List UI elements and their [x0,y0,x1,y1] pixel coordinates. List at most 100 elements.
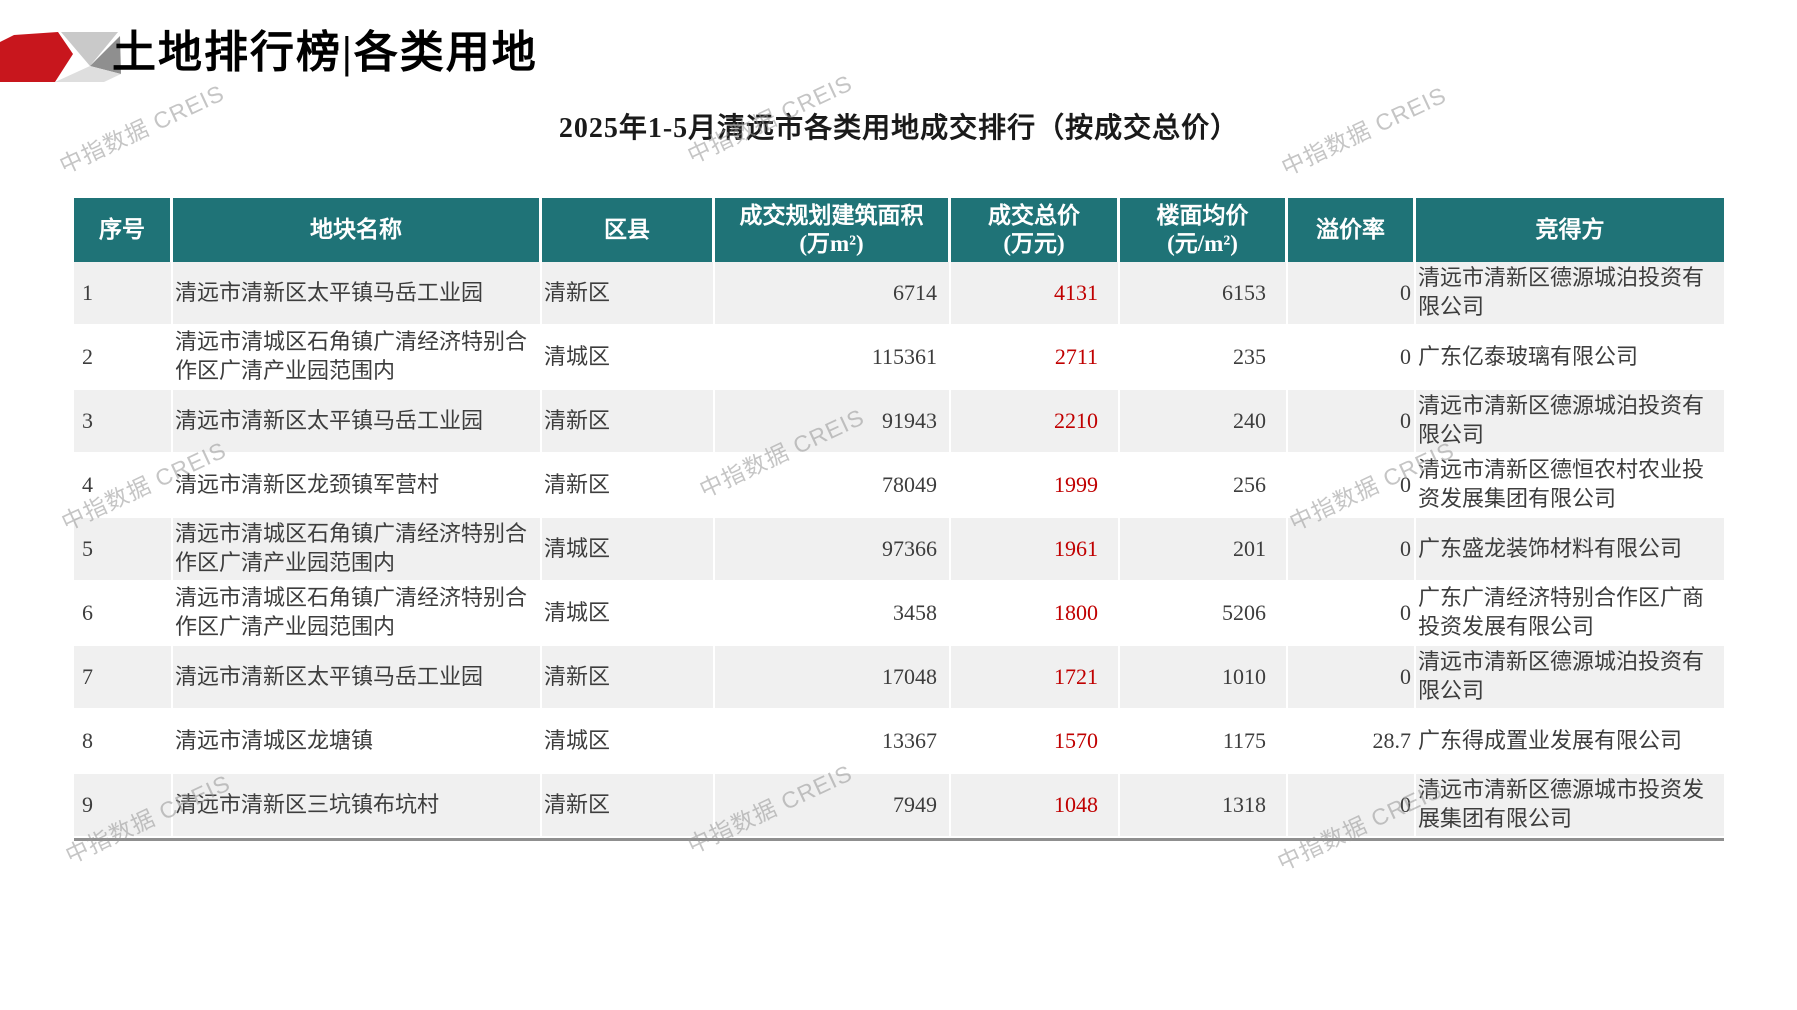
cell-no: 6 [74,582,173,644]
column-header-area: 成交规划建筑面积 (万m²) [715,198,951,262]
table-row: 1 清远市清新区太平镇马岳工业园 清新区 6714 4131 6153 0 清远市清新区德源城… [74,262,1724,326]
cell-winner: 清远市清新区德源城泊投资有限公司 [1418,265,1705,319]
land-ranking-table: 序号 地块名称 区县 成交规划建筑面积 (万m²) 成交总价 (万元) 楼面均价… [74,198,1724,841]
column-header-label: 成交规划建筑面积 [739,202,924,228]
brand-logo-icon [0,20,125,84]
column-header-unit: (元/m²) [1167,231,1238,256]
cell-no: 2 [74,326,173,388]
cell-total_price: 1721 [951,646,1120,708]
cell-winner: 清远市清新区德源城泊投资有限公司 [1418,393,1705,447]
table-row: 9 清远市清新区三坑镇布坑村 清新区 7949 1048 1318 0 清远市清新区德源城市投… [74,774,1724,838]
cell-area: 17048 [715,646,951,708]
cell-district: 清城区 [542,582,715,644]
cell-district: 清城区 [542,518,715,580]
table-row: 5 清远市清城区石角镇广清经济特别合作区广清产业园范围内 清城区 97366 1961 2… [74,518,1724,582]
cell-name: 清远市清新区三坑镇布坑村 [173,774,542,836]
cell-floor_price: 240 [1120,390,1288,452]
cell-no: 9 [74,774,173,836]
table-row: 6 清远市清城区石角镇广清经济特别合作区广清产业园范围内 清城区 3458 1800 52… [74,582,1724,646]
cell-premium: 0 [1288,518,1416,580]
cell-no: 1 [74,262,173,324]
table-row: 2 清远市清城区石角镇广清经济特别合作区广清产业园范围内 清城区 115361 2711… [74,326,1724,390]
column-header-label: 地块名称 [310,216,402,242]
cell-premium: 0 [1288,454,1416,516]
cell-area: 7949 [715,774,951,836]
cell-floor_price: 201 [1120,518,1288,580]
cell-area: 97366 [715,518,951,580]
cell-floor_price: 1175 [1120,710,1288,772]
column-header-district: 区县 [542,198,715,262]
cell-floor_price: 256 [1120,454,1288,516]
cell-floor_price: 5206 [1120,582,1288,644]
cell-floor_price: 235 [1120,326,1288,388]
cell-area: 115361 [715,326,951,388]
cell-name: 清远市清新区太平镇马岳工业园 [173,646,542,708]
cell-premium: 0 [1288,774,1416,836]
table-row: 8 清远市清城区龙塘镇 清城区 13367 1570 1175 28.7 广东得成置业发展有限… [74,710,1724,774]
cell-district: 清新区 [542,262,715,324]
cell-name: 清远市清新区太平镇马岳工业园 [173,262,542,324]
cell-area: 91943 [715,390,951,452]
column-header-label: 区县 [604,216,650,242]
column-header-name: 地块名称 [173,198,542,262]
cell-total_price: 2711 [951,326,1120,388]
cell-total_price: 4131 [951,262,1120,324]
cell-premium: 28.7 [1288,710,1416,772]
cell-winner: 广东亿泰玻璃有限公司 [1418,343,1639,369]
cell-district: 清新区 [542,390,715,452]
cell-name: 清远市清新区太平镇马岳工业园 [173,390,542,452]
cell-total_price: 1999 [951,454,1120,516]
column-header-unit: (万m²) [799,231,864,256]
cell-winner: 清远市清新区德源城泊投资有限公司 [1418,649,1705,703]
cell-premium: 0 [1288,390,1416,452]
cell-floor_price: 6153 [1120,262,1288,324]
table-title: 2025年1-5月清远市各类用地成交排行（按成交总价） [558,113,1240,144]
cell-no: 5 [74,518,173,580]
column-header-winner: 竞得方 [1416,198,1724,262]
cell-district: 清新区 [542,646,715,708]
cell-premium: 0 [1288,582,1416,644]
cell-total_price: 1961 [951,518,1120,580]
column-header-floor-price: 楼面均价 (元/m²) [1120,198,1288,262]
cell-area: 78049 [715,454,951,516]
cell-total_price: 1570 [951,710,1120,772]
cell-district: 清城区 [542,710,715,772]
column-header-total-price: 成交总价 (万元) [951,198,1120,262]
cell-total_price: 1800 [951,582,1120,644]
cell-name: 清远市清城区石角镇广清经济特别合作区广清产业园范围内 [173,518,542,580]
cell-district: 清城区 [542,326,715,388]
column-header-no: 序号 [74,198,173,262]
cell-total_price: 2210 [951,390,1120,452]
cell-no: 4 [74,454,173,516]
column-header-label: 竞得方 [1535,216,1605,242]
cell-premium: 0 [1288,262,1416,324]
table-body: 1 清远市清新区太平镇马岳工业园 清新区 6714 4131 6153 0 清远市清新区德源城… [74,262,1724,838]
cell-area: 6714 [715,262,951,324]
table-row: 7 清远市清新区太平镇马岳工业园 清新区 17048 1721 1010 0 清远市清新区德源… [74,646,1724,710]
column-header-label: 楼面均价 [1156,202,1249,228]
cell-winner: 广东盛龙装饰材料有限公司 [1418,535,1683,561]
column-header-label: 序号 [99,216,145,242]
column-header-label: 成交总价 [988,202,1080,228]
cell-no: 3 [74,390,173,452]
column-header-unit: (万元) [1003,231,1065,256]
cell-floor_price: 1318 [1120,774,1288,836]
cell-name: 清远市清城区龙塘镇 [173,710,542,772]
cell-winner: 清远市清新区德源城市投资发展集团有限公司 [1418,777,1705,831]
cell-floor_price: 1010 [1120,646,1288,708]
cell-area: 13367 [715,710,951,772]
cell-name: 清远市清城区石角镇广清经济特别合作区广清产业园范围内 [173,326,542,388]
table-header-row: 序号 地块名称 区县 成交规划建筑面积 (万m²) 成交总价 (万元) 楼面均价… [74,198,1724,262]
cell-winner: 清远市清新区德恒农村农业投资发展集团有限公司 [1418,457,1705,511]
cell-name: 清远市清新区龙颈镇军营村 [173,454,542,516]
table-row: 4 清远市清新区龙颈镇军营村 清新区 78049 1999 256 0 清远市清新区德恒农村农… [74,454,1724,518]
cell-premium: 0 [1288,326,1416,388]
cell-total_price: 1048 [951,774,1120,836]
column-header-label: 溢价率 [1316,216,1385,242]
cell-district: 清新区 [542,454,715,516]
cell-area: 3458 [715,582,951,644]
cell-winner: 广东广清经济特别合作区广商投资发展有限公司 [1418,585,1705,639]
cell-district: 清新区 [542,774,715,836]
cell-name: 清远市清城区石角镇广清经济特别合作区广清产业园范围内 [173,582,542,644]
